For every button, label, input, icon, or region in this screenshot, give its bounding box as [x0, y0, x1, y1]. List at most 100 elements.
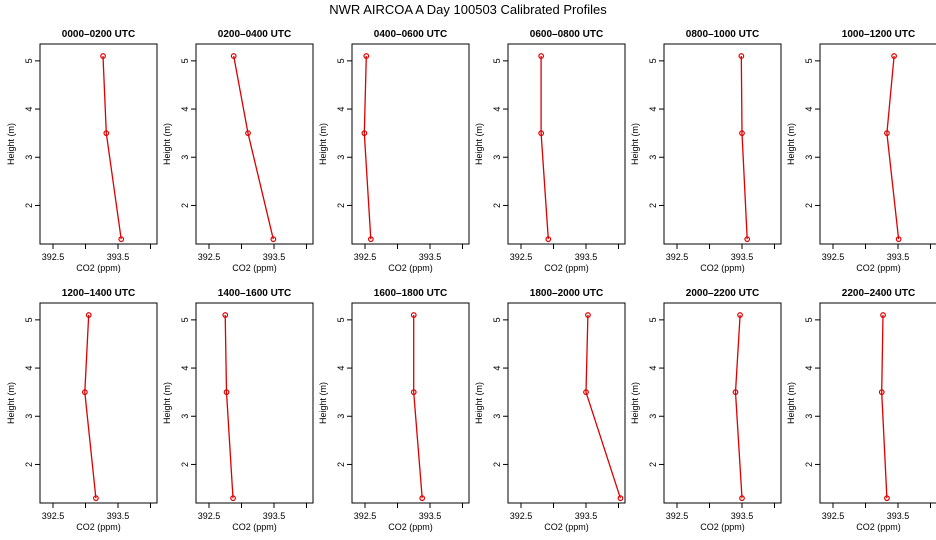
panel-5: 1000–1200 UTC 392.5 393.5 2 3 4 5 CO2 (ppm) Heig…	[786, 29, 936, 273]
data-point	[585, 312, 591, 318]
panel-title: 1400–1600 UTC	[218, 288, 291, 299]
panel-10: 2000–2200 UTC 392.5 393.5 2 3 4 5 CO2 (ppm) Heig…	[630, 288, 782, 532]
y-tick-label: 2	[648, 462, 658, 467]
x-tick-label: 392.5	[354, 511, 377, 521]
data-point	[363, 53, 370, 59]
y-axis-label: Height (m)	[630, 123, 640, 165]
y-tick-label: 4	[648, 366, 658, 371]
plot-frame	[819, 302, 936, 504]
data-point	[230, 53, 237, 59]
data-point	[100, 53, 106, 59]
panel-title: 0400–0600 UTC	[374, 29, 447, 40]
profile-line	[102, 55, 122, 240]
y-tick-label: 5	[492, 58, 502, 63]
data-point	[245, 130, 251, 137]
y-tick-label: 2	[492, 203, 502, 208]
x-axis-label: CO2 (ppm)	[76, 263, 121, 273]
y-axis-label: Height (m)	[162, 382, 172, 424]
profile-line	[540, 56, 549, 240]
y-axis-label: Height (m)	[630, 382, 640, 424]
y-tick-label: 5	[492, 317, 502, 322]
data-point	[538, 130, 545, 137]
plot-frame	[507, 302, 626, 504]
panel-11: 2200–2400 UTC 392.5 393.5 2 3 4 5 CO2 (ppm) Heig…	[786, 288, 936, 532]
y-axis-label: Height (m)	[6, 123, 16, 165]
plot-frame	[195, 43, 314, 245]
x-tick-label: 392.5	[354, 252, 377, 262]
y-axis-label: Height (m)	[162, 123, 172, 165]
panel-title: 0000–0200 UTC	[62, 29, 135, 40]
data-point	[118, 236, 125, 243]
profile-line	[224, 314, 234, 499]
data-point	[103, 130, 110, 137]
x-axis-label: CO2 (ppm)	[544, 522, 589, 532]
data-point	[891, 53, 897, 59]
plot-frame	[819, 43, 936, 245]
data-point	[737, 312, 743, 318]
panel-4: 0800–1000 UTC 392.5 393.5 2 3 4 5 CO2 (ppm) Heig…	[630, 29, 782, 273]
panel-8: 1600–1800 UTC 392.5 393.5 2 3 4 5 CO2 (ppm) Heig…	[318, 288, 470, 532]
x-tick-label: 393.5	[731, 511, 754, 521]
data-point	[884, 495, 890, 502]
profile-line	[585, 314, 622, 499]
x-tick-label: 392.5	[510, 252, 533, 262]
y-tick-label: 4	[492, 366, 502, 371]
x-axis-label: CO2 (ppm)	[232, 522, 277, 532]
x-tick-label: 393.5	[419, 252, 442, 262]
y-axis-label: Height (m)	[474, 382, 484, 424]
y-tick-label: 3	[804, 155, 814, 160]
x-tick-label: 393.5	[107, 511, 130, 521]
y-tick-label: 2	[336, 462, 346, 467]
profile-line	[886, 55, 900, 240]
plot-frame	[351, 43, 470, 245]
y-axis-label: Height (m)	[6, 382, 16, 424]
y-tick-label: 5	[336, 58, 346, 63]
y-tick-label: 4	[336, 107, 346, 112]
x-tick-label: 392.5	[666, 252, 689, 262]
x-tick-label: 393.5	[575, 252, 598, 262]
x-tick-label: 392.5	[198, 252, 221, 262]
panel-title: 2200–2400 UTC	[842, 288, 915, 299]
profile-line	[734, 314, 743, 499]
panel-3: 0600–0800 UTC 392.5 393.5 2 3 4 5 CO2 (ppm) Heig…	[474, 29, 626, 273]
x-tick-label: 392.5	[42, 511, 65, 521]
profile-line	[413, 315, 423, 499]
x-axis-label: CO2 (ppm)	[700, 263, 745, 273]
data-point	[617, 495, 624, 502]
data-point	[583, 389, 589, 396]
x-axis-label: CO2 (ppm)	[856, 522, 901, 532]
data-point	[895, 236, 902, 243]
y-tick-label: 3	[24, 155, 34, 160]
y-tick-label: 4	[804, 366, 814, 371]
y-tick-label: 5	[804, 58, 814, 63]
y-axis-label: Height (m)	[318, 123, 328, 165]
profile-line	[363, 55, 372, 240]
panel-title: 0200–0400 UTC	[218, 29, 291, 40]
y-axis-label: Height (m)	[786, 382, 796, 424]
y-tick-label: 5	[24, 58, 34, 63]
plot-frame	[507, 43, 626, 245]
y-tick-label: 5	[648, 58, 658, 63]
data-point	[92, 495, 99, 502]
data-point	[222, 312, 229, 318]
y-axis-label: Height (m)	[786, 123, 796, 165]
y-tick-label: 2	[648, 203, 658, 208]
data-point	[880, 312, 886, 318]
data-point	[367, 236, 374, 243]
y-tick-label: 3	[648, 414, 658, 419]
y-tick-label: 2	[336, 203, 346, 208]
y-tick-label: 3	[180, 414, 190, 419]
data-point	[419, 495, 426, 502]
y-tick-label: 4	[336, 366, 346, 371]
x-tick-label: 393.5	[887, 511, 910, 521]
data-point	[545, 236, 552, 243]
panel-2: 0400–0600 UTC 392.5 393.5 2 3 4 5 CO2 (ppm) Heig…	[318, 29, 470, 273]
y-tick-label: 4	[492, 107, 502, 112]
data-point	[410, 389, 417, 396]
y-tick-label: 4	[24, 107, 34, 112]
y-tick-label: 3	[336, 414, 346, 419]
plot-frame	[663, 43, 782, 245]
data-point	[81, 389, 88, 396]
y-tick-label: 2	[492, 462, 502, 467]
